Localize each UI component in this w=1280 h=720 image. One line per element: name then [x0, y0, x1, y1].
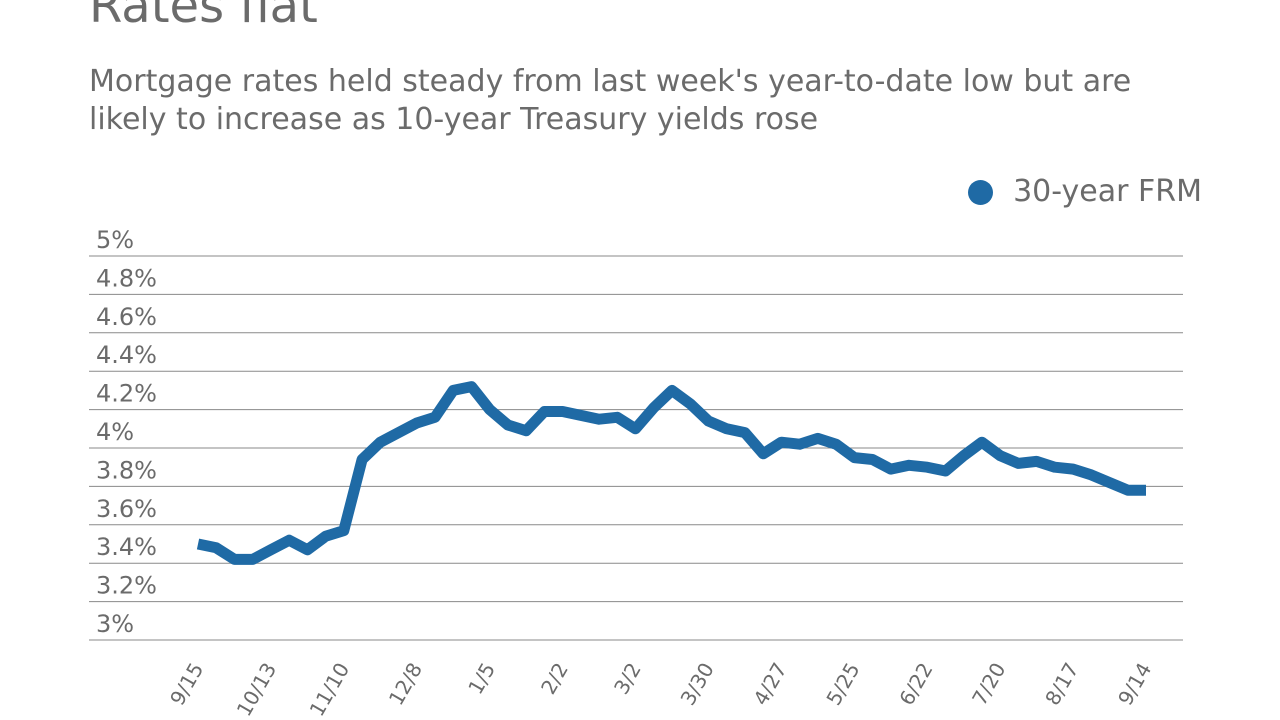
x-tick-label: 8/17 — [1040, 659, 1083, 710]
y-tick-label: 4.2% — [96, 380, 157, 408]
y-tick-label: 3.2% — [96, 572, 157, 600]
x-tick-label: 7/20 — [967, 658, 1010, 709]
y-tick-label: 3% — [96, 610, 134, 638]
legend-label: 30-year FRM — [1013, 174, 1202, 209]
legend: 30-year FRM — [968, 173, 1202, 211]
y-tick-label: 4.6% — [96, 303, 157, 331]
x-tick-label: 5/25 — [821, 659, 864, 710]
series-line-30-year-frm — [196, 381, 1146, 565]
x-tick-label: 11/10 — [305, 659, 355, 720]
x-tick-label: 10/13 — [232, 659, 282, 720]
y-tick-label: 3.4% — [96, 533, 157, 561]
y-tick-label: 3.8% — [96, 456, 157, 484]
y-tick-label: 4.4% — [96, 341, 157, 369]
chart-subtitle: Mortgage rates held steady from last wee… — [89, 64, 1132, 137]
y-tick-label: 4% — [96, 418, 134, 446]
x-tick-label: 2/2 — [536, 659, 573, 699]
x-tick-label: 4/27 — [748, 659, 791, 710]
x-tick-label: 12/8 — [384, 659, 427, 710]
y-tick-label: 4.8% — [96, 264, 157, 292]
x-tick-label: 9/15 — [165, 659, 208, 710]
y-tick-label: 3.6% — [96, 495, 157, 523]
x-tick-label: 3/2 — [609, 659, 646, 699]
legend-dot-icon — [968, 179, 994, 205]
x-tick-label: 6/22 — [894, 659, 937, 710]
x-tick-label: 1/5 — [463, 659, 500, 699]
chart-title: Rates flat — [89, 0, 318, 34]
y-tick-label: 5% — [96, 226, 134, 254]
x-tick-label: 9/14 — [1113, 659, 1156, 710]
x-tick-label: 3/30 — [676, 659, 719, 710]
